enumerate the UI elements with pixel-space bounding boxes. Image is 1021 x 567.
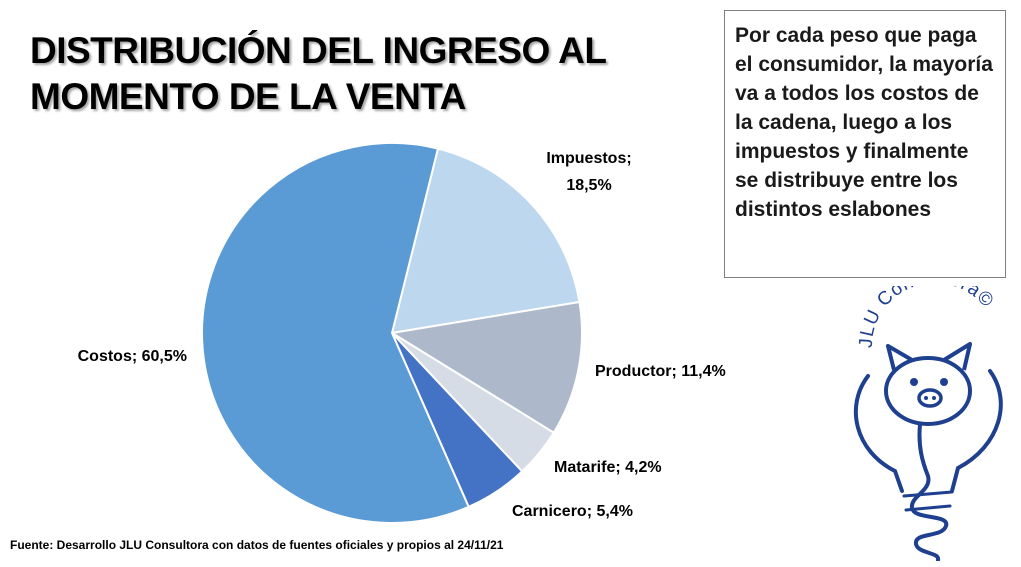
pie-slice-impuestos [390,147,581,335]
pie-slice-costos [201,141,470,524]
label-productor: Productor; 11,4% [595,363,726,380]
pig-lightbulb-logo-icon: JLU Consultora© [853,286,1003,561]
pie-slices [201,141,583,524]
pie-slice-productor [389,300,583,435]
label-costos: Costos; 60,5% [78,348,187,365]
chart-title: DISTRIBUCIÓN DEL INGRESO AL MOMENTO DE L… [30,28,670,120]
label-matarife: Matarife; 4,2% [554,459,662,476]
label-carnicero: Carnicero; 5,4% [512,503,633,520]
source-note: Fuente: Desarrollo JLU Consultora con da… [10,538,504,552]
note-box: Por cada peso que paga el consumidor, la… [724,10,1006,278]
logo-brand-textpath: JLU Consultora© [856,286,997,348]
label-impuestos-line2: 18,5% [566,177,611,194]
label-impuestos-line1: Impuestos; [546,150,631,167]
pie-labels: Impuestos; 18,5% Productor; 11,4% Matari… [78,150,726,520]
chart-title-line2: MOMENTO DE LA VENTA [30,76,466,117]
logo-brand-text: JLU Consultora© [856,286,998,348]
note-text: Por cada peso que paga el consumidor, la… [735,24,993,221]
chart-title-line1: DISTRIBUCIÓN DEL INGRESO AL [30,30,607,71]
